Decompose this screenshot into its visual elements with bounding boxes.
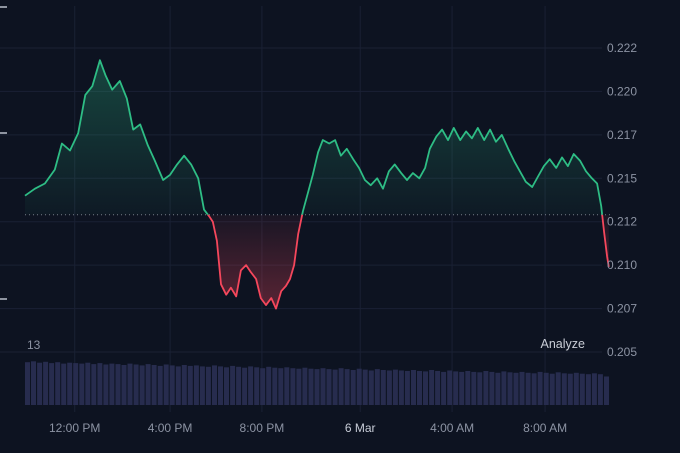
x-tick-label: 4:00 PM <box>148 421 193 435</box>
y-axis[interactable]: 0.222 0.220 0.217 0.215 0.212 0.210 0.207 0.205 <box>607 41 637 359</box>
x-tick-label: 8:00 PM <box>240 421 285 435</box>
y-tick-label: 0.212 <box>607 215 637 229</box>
price-line-up <box>24 59 604 215</box>
left-edge-ticks <box>0 6 7 300</box>
bar-count-label: 13 <box>27 338 41 352</box>
y-tick-label: 0.217 <box>607 128 637 142</box>
y-tick-label: 0.220 <box>607 84 637 98</box>
y-tick-label: 0.210 <box>607 258 637 272</box>
x-tick-label: 6 Mar <box>345 421 376 435</box>
x-tick-label: 8:00 AM <box>523 421 567 435</box>
y-tick-label: 0.222 <box>607 41 637 55</box>
y-tick-label: 0.205 <box>607 345 637 359</box>
x-axis[interactable]: 12:00 PM 4:00 PM 8:00 PM 6 Mar 4:00 AM 8:00 A… <box>49 421 567 435</box>
volume-bars <box>25 361 609 405</box>
x-tick-label: 4:00 AM <box>430 421 474 435</box>
price-area-up <box>25 60 603 215</box>
x-tick-label: 12:00 PM <box>49 421 100 435</box>
y-tick-label: 0.207 <box>607 302 637 316</box>
analyze-button[interactable]: Analyze <box>540 337 585 351</box>
y-tick-label: 0.215 <box>607 171 637 185</box>
